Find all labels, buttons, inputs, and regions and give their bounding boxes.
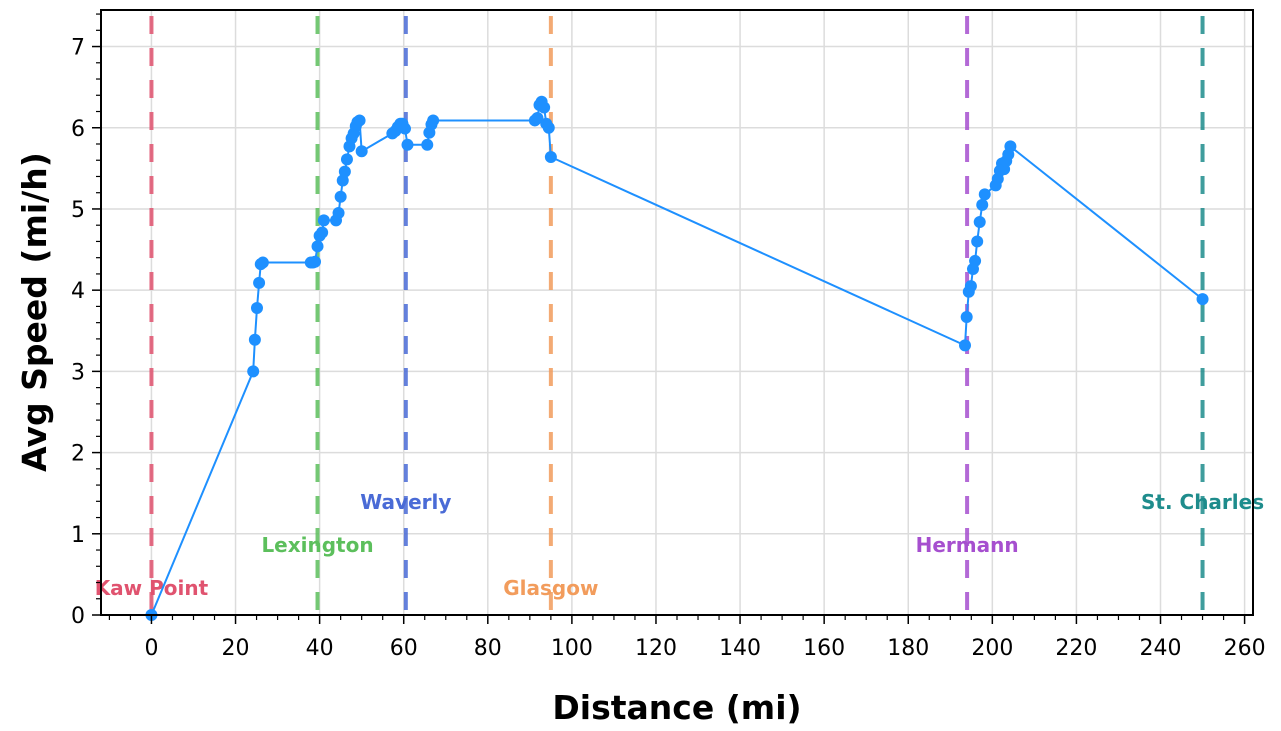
location-marker-label: Kaw Point xyxy=(95,576,209,600)
data-point xyxy=(978,188,991,201)
y-tick-label: 0 xyxy=(71,604,85,629)
data-point xyxy=(1004,140,1017,153)
data-point xyxy=(973,215,986,228)
data-point xyxy=(309,255,322,268)
data-point xyxy=(544,150,557,163)
x-tick-label: 120 xyxy=(635,636,677,661)
x-tick-label: 200 xyxy=(971,636,1013,661)
x-tick-label: 40 xyxy=(306,636,334,661)
data-point xyxy=(248,333,261,346)
data-point xyxy=(336,174,349,187)
x-tick-label: 100 xyxy=(551,636,593,661)
data-point xyxy=(247,365,260,378)
data-point xyxy=(338,165,351,178)
y-axis-title: Avg Speed (mi/h) xyxy=(15,152,54,472)
data-point xyxy=(316,226,329,239)
data-point xyxy=(959,339,971,352)
data-point xyxy=(317,214,330,227)
axes: 0 20 40 60 80 100 120 140 160 180 200 220 240 260 0 1 2 3… xyxy=(71,13,1266,661)
x-tick-label: 180 xyxy=(887,636,929,661)
data-point xyxy=(334,190,347,203)
data-point xyxy=(253,276,266,289)
data-point xyxy=(971,235,984,248)
speed-series xyxy=(145,95,1209,621)
location-marker-label: Waverly xyxy=(360,490,451,514)
y-tick-label: 6 xyxy=(71,117,85,142)
x-axis-title: Distance (mi) xyxy=(552,688,801,727)
data-point xyxy=(398,122,411,135)
x-tick-label: 80 xyxy=(474,636,502,661)
y-tick-label: 5 xyxy=(71,198,85,223)
plot-frame xyxy=(100,9,1254,616)
data-point xyxy=(542,121,555,134)
data-point xyxy=(964,280,977,293)
data-point xyxy=(427,114,440,127)
data-point xyxy=(1196,293,1209,306)
y-tick-label: 3 xyxy=(71,360,85,385)
y-tick-label: 7 xyxy=(71,36,85,61)
data-point xyxy=(531,112,544,125)
x-tick-label: 160 xyxy=(803,636,845,661)
x-tick-label: 220 xyxy=(1055,636,1097,661)
x-tick-label: 240 xyxy=(1140,636,1182,661)
location-markers: Kaw Point Lexington Waverly Glasgow Hermann S… xyxy=(95,16,1264,615)
y-tick-label: 4 xyxy=(71,279,85,304)
data-point xyxy=(256,256,269,269)
data-point xyxy=(960,310,973,323)
grid xyxy=(101,10,1253,616)
data-point xyxy=(401,138,414,151)
data-point xyxy=(355,145,368,158)
location-marker-label: Hermann xyxy=(916,533,1019,557)
x-tick-label: 140 xyxy=(719,636,761,661)
location-marker-label: St. Charles xyxy=(1141,490,1264,514)
data-point xyxy=(311,240,324,253)
x-tick-label: 20 xyxy=(222,636,250,661)
data-point xyxy=(976,198,989,211)
x-tick-label: 260 xyxy=(1224,636,1266,661)
data-point xyxy=(421,138,434,151)
data-point xyxy=(340,153,353,166)
y-tick-label: 2 xyxy=(71,442,85,467)
location-marker-label: Lexington xyxy=(261,533,373,557)
x-tick-label: 0 xyxy=(144,636,158,661)
data-point xyxy=(250,302,263,315)
x-tick-label: 60 xyxy=(390,636,418,661)
data-point xyxy=(969,254,982,267)
location-marker-label: Glasgow xyxy=(503,576,598,600)
data-point xyxy=(353,114,366,127)
data-point xyxy=(332,207,345,220)
y-tick-label: 1 xyxy=(71,523,85,548)
data-point xyxy=(538,101,551,114)
